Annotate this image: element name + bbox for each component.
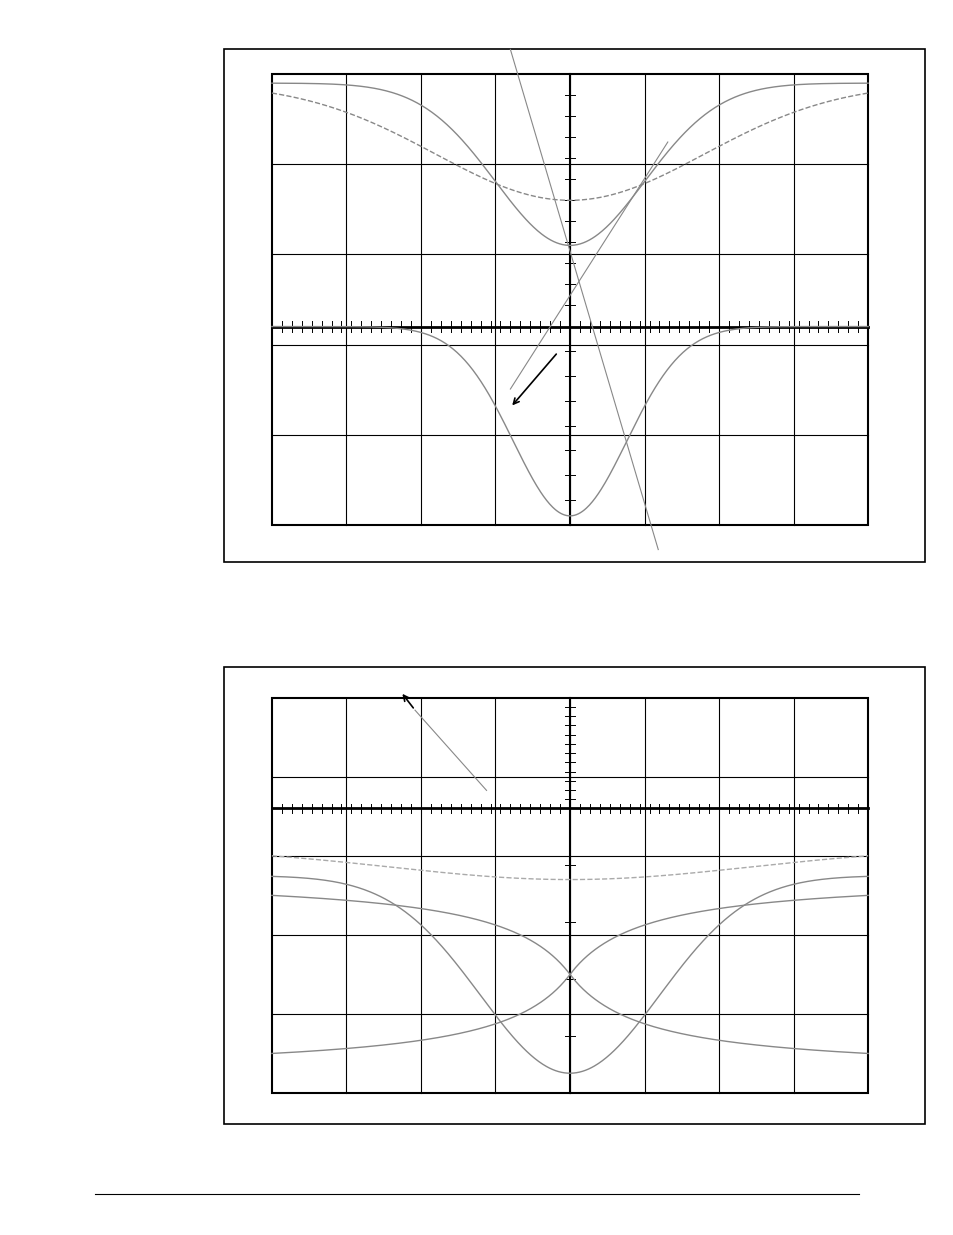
Bar (272, 74, 867, 525)
Bar (224, 49, 924, 562)
Bar (272, 698, 867, 1093)
Bar (224, 667, 924, 1124)
